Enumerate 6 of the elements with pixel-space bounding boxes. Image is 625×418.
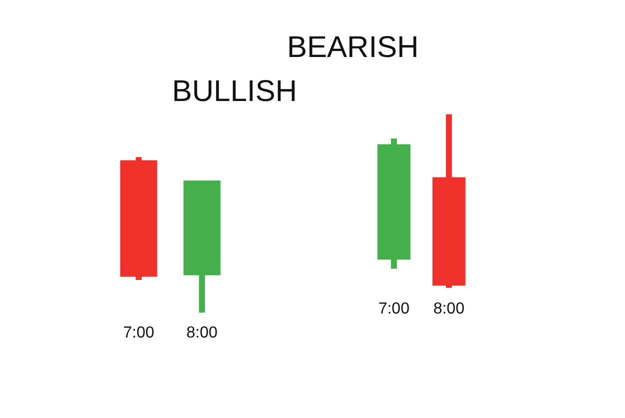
x-tick-label: 7:00 bbox=[123, 324, 154, 342]
x-tick-label: 7:00 bbox=[378, 300, 410, 318]
chart-title: BULLISH bbox=[172, 75, 298, 108]
x-tick-label: 8:00 bbox=[186, 324, 218, 342]
chart-title: BEARISH bbox=[287, 31, 419, 64]
x-tick-label: 8:00 bbox=[433, 300, 465, 318]
